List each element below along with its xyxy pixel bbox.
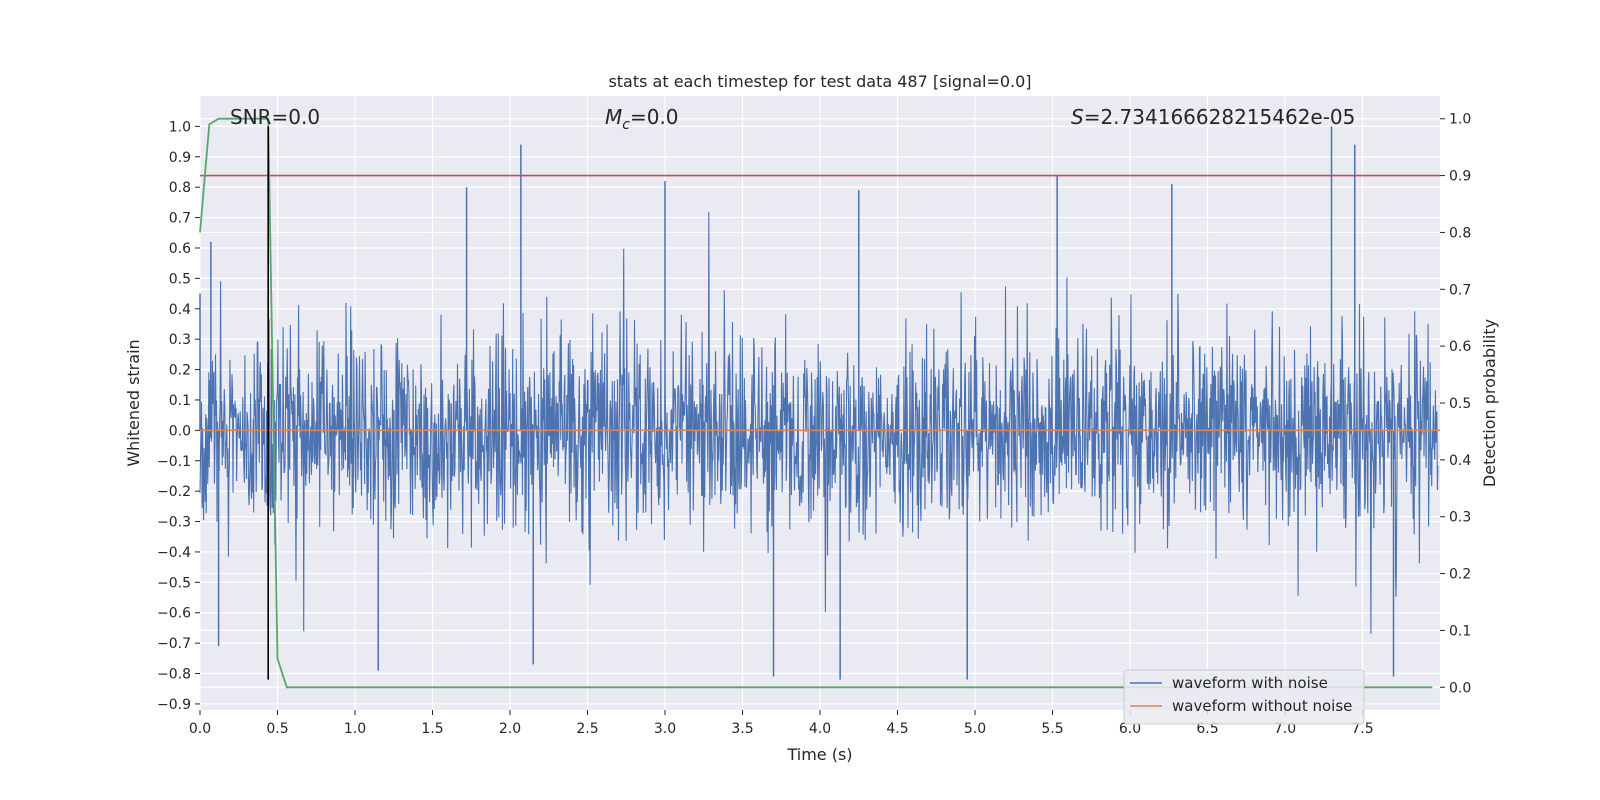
y-tick-label: 0.2 — [169, 363, 191, 379]
y-tick-label: 0.4 — [169, 302, 191, 318]
legend-label-noise: waveform with noise — [1172, 674, 1328, 692]
y-tick-label: 0.3 — [169, 332, 191, 348]
x-tick-label: 4.5 — [886, 721, 908, 737]
x-tick-label: 5.0 — [964, 721, 986, 737]
mc-subscript: c — [622, 117, 630, 133]
x-tick-label: 4.0 — [809, 721, 831, 737]
y-tick-label: 0.1 — [169, 393, 191, 409]
y-axis-label: Whitened strain — [124, 339, 143, 466]
y2-tick-label: 0.5 — [1449, 396, 1471, 412]
y2-tick-label: 0.2 — [1449, 567, 1471, 583]
y-tick-label: −0.8 — [157, 667, 191, 683]
x-tick-label: 0.5 — [266, 721, 288, 737]
x-tick-label: 3.0 — [654, 721, 676, 737]
snr-annotation: SNR=0.0 — [230, 105, 320, 129]
y-axis-right: 1.0 0.9 0.8 0.7 0.6 0.5 0.4 0.3 0.2 0.1 0.0 — [1440, 112, 1471, 696]
legend: waveform with noise waveform without noi… — [1123, 669, 1365, 725]
x-tick-label: 1.0 — [344, 721, 366, 737]
y-tick-label: 0.6 — [169, 241, 191, 257]
y-tick-label: −0.5 — [157, 575, 191, 591]
x-tick-label: 7.5 — [1351, 721, 1373, 737]
y-tick-label: −0.3 — [157, 515, 191, 531]
legend-box — [1123, 669, 1365, 725]
y-tick-label: −0.9 — [157, 697, 191, 713]
x-tick-label: 2.5 — [576, 721, 598, 737]
x-tick-label: 2.0 — [499, 721, 521, 737]
y2-tick-label: 0.0 — [1449, 680, 1471, 696]
y-tick-label: −0.4 — [157, 545, 191, 561]
detection-probability-line — [199, 117, 1433, 689]
y2-tick-label: 0.6 — [1449, 339, 1471, 355]
x-tick-label: 6.0 — [1119, 721, 1141, 737]
y2-tick-label: 1.0 — [1449, 112, 1471, 128]
s-symbol: S — [1071, 105, 1084, 129]
x-axis-label: Time (s) — [786, 745, 852, 764]
y2-axis-label: Detection probability — [1480, 319, 1499, 487]
y2-tick-label: 0.1 — [1449, 623, 1471, 639]
x-tick-label: 3.5 — [731, 721, 753, 737]
s-value: =2.734166628215462e-05 — [1084, 105, 1356, 129]
mc-annotation: Mc=0.0 — [605, 105, 679, 133]
y2-tick-label: 0.8 — [1449, 225, 1471, 241]
y-tick-label: 1.0 — [169, 119, 191, 135]
y2-tick-label: 0.9 — [1449, 169, 1471, 185]
mc-symbol: M — [605, 105, 622, 129]
series-lines — [199, 117, 1440, 689]
chart-title: stats at each timestep for test data 487… — [608, 72, 1031, 91]
y-tick-label: 0.7 — [169, 211, 191, 227]
x-tick-label: 1.5 — [421, 721, 443, 737]
y-tick-label: 0.0 — [169, 423, 191, 439]
y-tick-label: 0.8 — [169, 180, 191, 196]
y-tick-label: −0.7 — [157, 636, 191, 652]
y2-tick-label: 0.4 — [1449, 453, 1471, 469]
y2-tick-label: 0.7 — [1449, 282, 1471, 298]
x-tick-label: 6.5 — [1196, 721, 1218, 737]
y-tick-label: −0.2 — [157, 484, 191, 500]
noise-waveform-path — [199, 212, 1439, 634]
x-tick-label: 0.0 — [189, 721, 211, 737]
x-tick-label: 5.5 — [1041, 721, 1063, 737]
x-tick-label: 7.0 — [1274, 721, 1296, 737]
y-tick-label: 0.9 — [169, 150, 191, 166]
y-tick-label: 0.5 — [169, 271, 191, 287]
y-axis-left: 1.0 0.9 0.8 0.7 0.6 0.5 0.4 0.3 0.2 0.1 0.0 −0.1 −0.… — [157, 119, 200, 713]
mc-value: =0.0 — [630, 105, 679, 129]
y-tick-label: −0.6 — [157, 606, 191, 622]
noise-waveform — [199, 126, 1439, 680]
y-tick-label: −0.1 — [157, 454, 191, 470]
s-annotation: S=2.734166628215462e-05 — [1071, 105, 1355, 129]
legend-label-clean: waveform without noise — [1172, 697, 1352, 715]
y2-tick-label: 0.3 — [1449, 510, 1471, 526]
